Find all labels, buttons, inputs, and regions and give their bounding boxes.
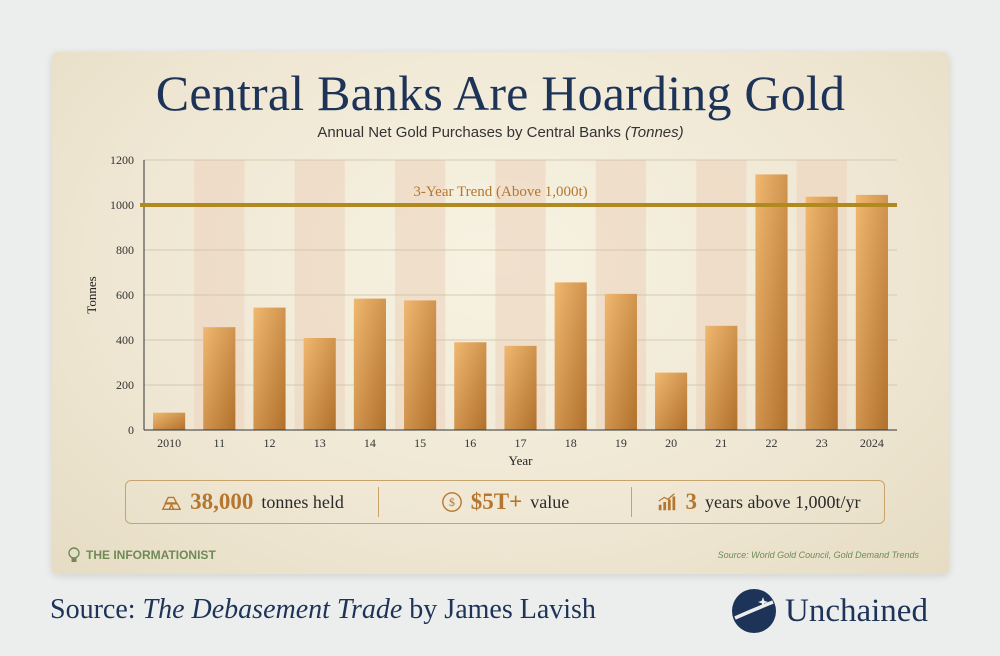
svg-text:$: $	[449, 495, 455, 509]
chart-subtitle: Annual Net Gold Purchases by Central Ban…	[52, 124, 949, 141]
bar	[153, 412, 186, 430]
lightbulb-icon	[68, 547, 80, 562]
bar	[604, 293, 637, 430]
footer-source-prefix: Source:	[50, 594, 143, 625]
y-axis-title: Tonnes	[84, 276, 99, 313]
stat-value-amount: $5T+	[470, 489, 523, 514]
stat-years-value: 3	[685, 489, 698, 514]
infographic-card: Central Banks Are Hoarding Gold Annual N…	[52, 52, 949, 574]
x-tick-label: 20	[665, 436, 677, 450]
bar	[554, 282, 587, 430]
subtitle-main: Annual Net Gold Purchases by Central Ban…	[317, 124, 621, 141]
stat-divider	[378, 487, 379, 517]
footer-source: Source: The Debasement Trade by James La…	[50, 594, 596, 626]
bar	[454, 342, 487, 430]
y-tick-label: 1200	[110, 153, 134, 167]
subtitle-unit: (Tonnes)	[625, 124, 684, 141]
brand-logo: THE INFORMATIONIST	[66, 546, 216, 564]
stat-holdings: 38,000 tonnes held	[126, 481, 378, 523]
stat-value-label: value	[530, 491, 570, 512]
unchained-mark-icon	[732, 589, 776, 633]
stat-divider	[631, 487, 632, 517]
x-tick-label: 22	[766, 436, 778, 450]
x-tick-label: 19	[615, 436, 627, 450]
bar	[805, 196, 838, 430]
stat-holdings-label: tonnes held	[261, 491, 344, 512]
bar-growth-icon	[657, 493, 675, 511]
footer-author: by James Lavish	[402, 594, 596, 625]
x-tick-label: 21	[715, 436, 727, 450]
bar	[504, 345, 537, 430]
stat-years: 3 years above 1,000t/yr	[632, 481, 884, 523]
stat-years-label: years above 1,000t/yr	[705, 491, 861, 512]
x-tick-label: 17	[515, 436, 527, 450]
y-tick-label: 200	[116, 378, 134, 392]
x-tick-label: 15	[414, 436, 426, 450]
bar	[655, 372, 688, 430]
y-tick-label: 800	[116, 243, 134, 257]
x-tick-label: 2024	[860, 436, 884, 450]
chart-title: Central Banks Are Hoarding Gold	[155, 65, 846, 121]
footer-book-title: The Debasement Trade	[142, 594, 403, 625]
trend-label: 3-Year Trend (Above 1,000t)	[413, 184, 587, 200]
stat-holdings-value: 38,000	[190, 489, 254, 514]
bar	[755, 174, 788, 430]
gold-bars-icon	[161, 496, 182, 511]
x-tick-label: 18	[565, 436, 577, 450]
bar	[303, 337, 336, 430]
x-tick-label: 13	[314, 436, 326, 450]
data-source-note: Source: World Gold Council, Gold Demand …	[717, 550, 919, 560]
y-tick-label: 0	[128, 423, 134, 437]
bar-chart: 0 200 400 600 800 1000 1200 2010 11 12 13 14 15 16 17 1…	[84, 153, 897, 468]
bar	[203, 327, 236, 430]
unchained-logo: Unchained	[731, 588, 928, 634]
dollar-coin-icon: $	[441, 492, 462, 512]
bar	[705, 325, 738, 430]
stats-bar: 38,000 tonnes held $ $5T+ value 3 years …	[125, 480, 885, 524]
x-tick-label: 12	[264, 436, 276, 450]
y-tick-label: 600	[116, 288, 134, 302]
bar	[404, 300, 437, 430]
bar	[855, 194, 888, 430]
y-tick-label: 400	[116, 333, 134, 347]
bar	[353, 298, 386, 430]
brand-name: THE INFORMATIONIST	[86, 548, 216, 562]
x-tick-label: 2010	[157, 436, 181, 450]
y-tick-label: 1000	[110, 198, 134, 212]
x-tick-label: 11	[214, 436, 226, 450]
x-tick-label: 16	[464, 436, 476, 450]
x-tick-label: 14	[364, 436, 376, 450]
unchained-wordmark: Unchained	[785, 592, 928, 629]
x-axis-title: Year	[509, 453, 534, 468]
stat-value: $ $5T+ value	[379, 481, 631, 523]
bar	[253, 307, 286, 430]
x-tick-label: 23	[816, 436, 828, 450]
